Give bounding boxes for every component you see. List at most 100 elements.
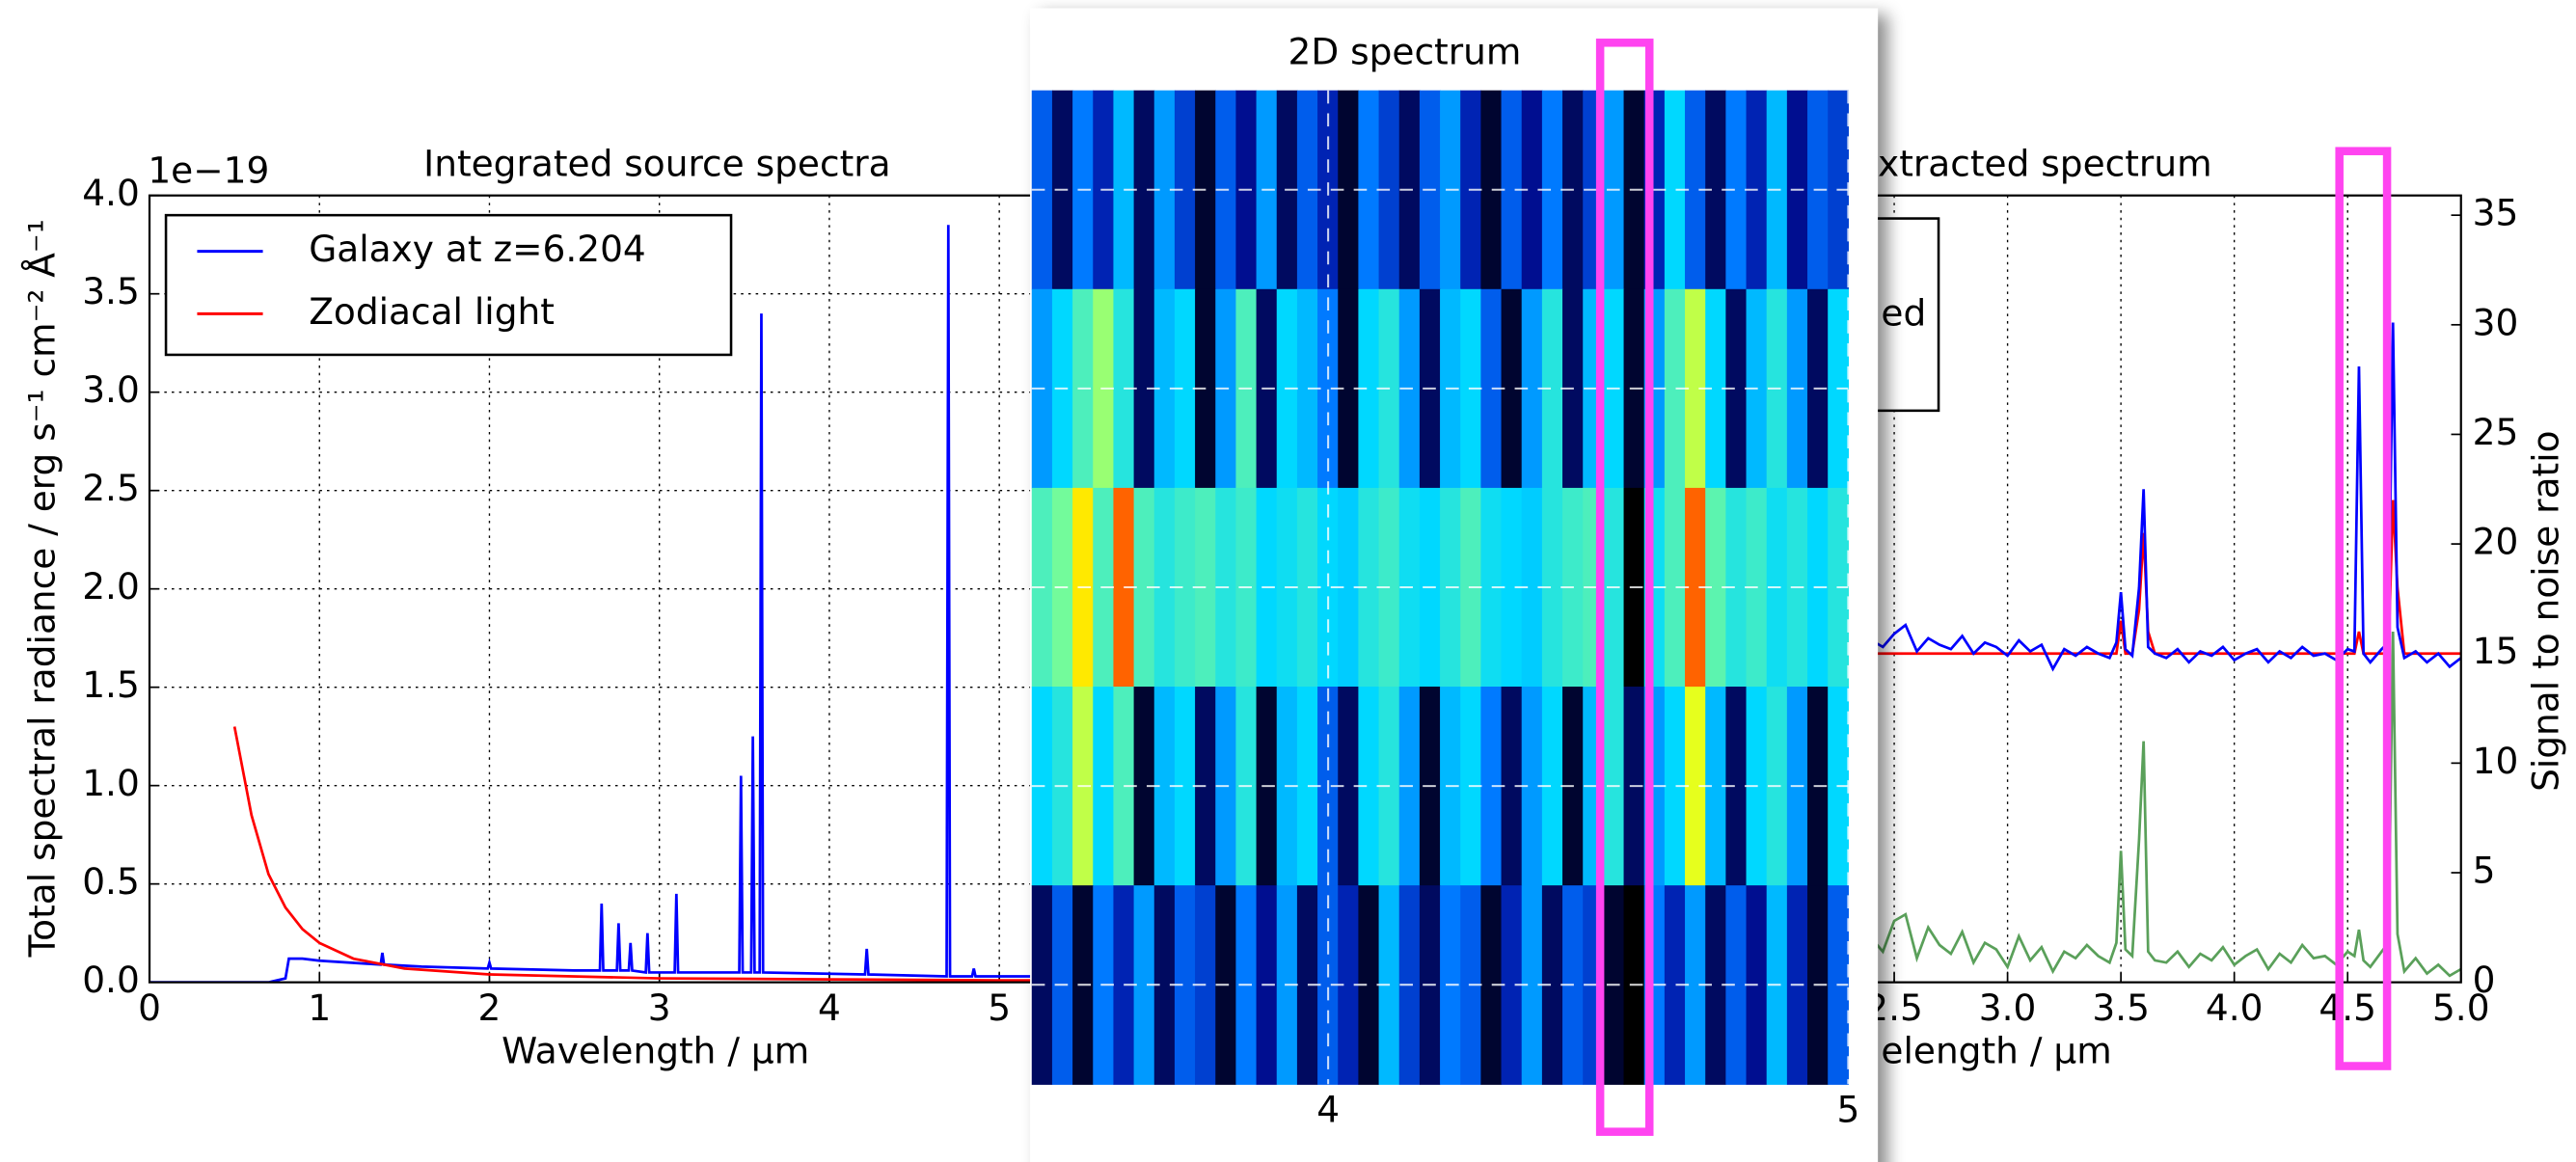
chart-title: xtracted spectrum — [1878, 143, 2212, 185]
heatmap-cell — [1317, 885, 1339, 1085]
highlight-box — [1595, 39, 1654, 1136]
heatmap-cell — [1174, 885, 1196, 1085]
y2-tick-label: 30 — [2473, 301, 2519, 343]
x-tick-label: 4 — [1316, 1089, 1340, 1131]
heatmap-cell — [1480, 487, 1503, 688]
heatmap-cell — [1480, 90, 1503, 290]
x-tick-label: 4.5 — [2318, 986, 2376, 1029]
y2-axis-label: Signal to noise ratio — [2525, 430, 2567, 791]
series-line — [232, 726, 1085, 982]
heatmap-cell — [1338, 288, 1360, 489]
heatmap-cell — [1705, 288, 1727, 489]
y2-tick-label: 35 — [2473, 192, 2519, 234]
heatmap-cell — [1358, 487, 1380, 688]
y2-tick-label: 0 — [2473, 959, 2496, 1001]
heatmap-cell — [1685, 885, 1706, 1085]
y-tick-label: 2.5 — [82, 467, 140, 509]
heatmap-cell — [1685, 487, 1706, 688]
heatmap-cell — [1296, 90, 1318, 290]
heatmap-cell — [1664, 687, 1686, 886]
plot: 0 1 2 3 4 5 0.0 0.5 1.0 1.5 2.0 2.5 3.0 3.5 4.0 Galaxy … — [82, 172, 1086, 1029]
heatmap-cell — [1705, 90, 1727, 290]
heatmap-cell — [1153, 487, 1176, 688]
series-line — [1780, 500, 2461, 656]
heatmap-cell — [1480, 288, 1503, 489]
heatmap-cell — [1358, 687, 1380, 886]
heatmap-cell — [1174, 687, 1196, 886]
heatmap-cell — [1153, 687, 1176, 886]
heatmap-cell — [1685, 288, 1706, 489]
heatmap-cell — [1480, 687, 1503, 886]
heatmap-cell — [1296, 487, 1318, 688]
heatmap-cell — [1153, 885, 1176, 1085]
heatmap-cell — [1501, 885, 1523, 1085]
heatmap-cell — [1685, 90, 1706, 290]
heatmap-cell — [1664, 885, 1686, 1085]
heatmap-cell — [1664, 90, 1686, 290]
y2-tick-label: 25 — [2473, 411, 2519, 453]
heatmap-cell — [1541, 487, 1563, 688]
heatmap-cell — [1338, 487, 1360, 688]
highlight-box — [2335, 147, 2392, 1070]
y2-tick-label: 5 — [2473, 850, 2496, 892]
heatmap-cell — [1725, 687, 1748, 886]
heatmap-cell — [1521, 687, 1543, 886]
legend-label: Zodiacal light — [309, 290, 555, 333]
heatmap-cell — [1133, 687, 1155, 886]
heatmap-cell — [1501, 288, 1523, 489]
legend-label: ed — [1881, 292, 1926, 335]
y-tick-label: 0.5 — [82, 860, 140, 903]
heatmap-cell — [1664, 288, 1686, 489]
y-tick-label: 1.0 — [82, 762, 140, 804]
chart-title: Integrated source spectra — [423, 143, 890, 185]
y-tick-label: 4.0 — [82, 172, 140, 214]
x-tick-label: 3 — [648, 986, 671, 1029]
y2-tick-label: 20 — [2473, 521, 2519, 563]
heatmap-cell — [1338, 687, 1360, 886]
series-line — [149, 225, 1085, 983]
heatmap-cell — [1725, 288, 1748, 489]
heatmap-cell — [1705, 687, 1727, 886]
y-tick-label: 0.0 — [82, 959, 140, 1001]
x-tick-label: 3.5 — [2092, 986, 2150, 1029]
heatmap-cell — [1501, 90, 1523, 290]
heatmap-cell — [1480, 885, 1503, 1085]
heatmap-cell — [1153, 90, 1176, 290]
heatmap-cell — [1358, 90, 1380, 290]
heatmap-cell — [1725, 487, 1748, 688]
heatmap-cell — [1338, 90, 1360, 290]
x-tick-label: 4.0 — [2206, 986, 2264, 1029]
heatmap-cell — [1174, 288, 1196, 489]
y-tick-label: 1.5 — [82, 663, 140, 706]
x-tick-label: 5.0 — [2432, 986, 2490, 1029]
x-tick-label: 4 — [818, 986, 841, 1029]
x-axis-label: Wavelength / μm — [502, 1029, 809, 1071]
y-tick-label: 3.0 — [82, 368, 140, 411]
heatmap-cell — [1501, 487, 1523, 688]
x-tick-label: 1 — [308, 986, 331, 1029]
heatmap-cell — [1501, 687, 1523, 886]
series-line — [1780, 322, 2461, 672]
x-axis-label: elength / μm — [1881, 1029, 2111, 1071]
heatmap-cell — [1174, 487, 1196, 688]
heatmap-cell — [1358, 885, 1380, 1085]
x-tick-label: 5 — [988, 986, 1011, 1029]
y2-tick-label: 10 — [2473, 740, 2519, 782]
heatmap-cell — [1174, 90, 1196, 290]
heatmap-cell — [1541, 288, 1563, 489]
overlay-panel: 2D spectrum 4 5 — [1030, 8, 1879, 1162]
panel-title: 2D spectrum — [1288, 31, 1521, 73]
heatmap-cell — [1317, 288, 1339, 489]
x-tick-label: 2 — [478, 986, 502, 1029]
heatmap-cell — [1296, 885, 1318, 1085]
x-tick-label: 5 — [1836, 1089, 1859, 1131]
heatmap-cell — [1521, 487, 1543, 688]
heatmap-cell — [1296, 687, 1318, 886]
y2-tick-label: 15 — [2473, 630, 2519, 672]
heatmap-cell — [1725, 885, 1748, 1085]
heatmap-cell — [1133, 885, 1155, 1085]
legend-label: Galaxy at z=6.204 — [309, 228, 646, 270]
heatmap-cell — [1133, 90, 1155, 290]
